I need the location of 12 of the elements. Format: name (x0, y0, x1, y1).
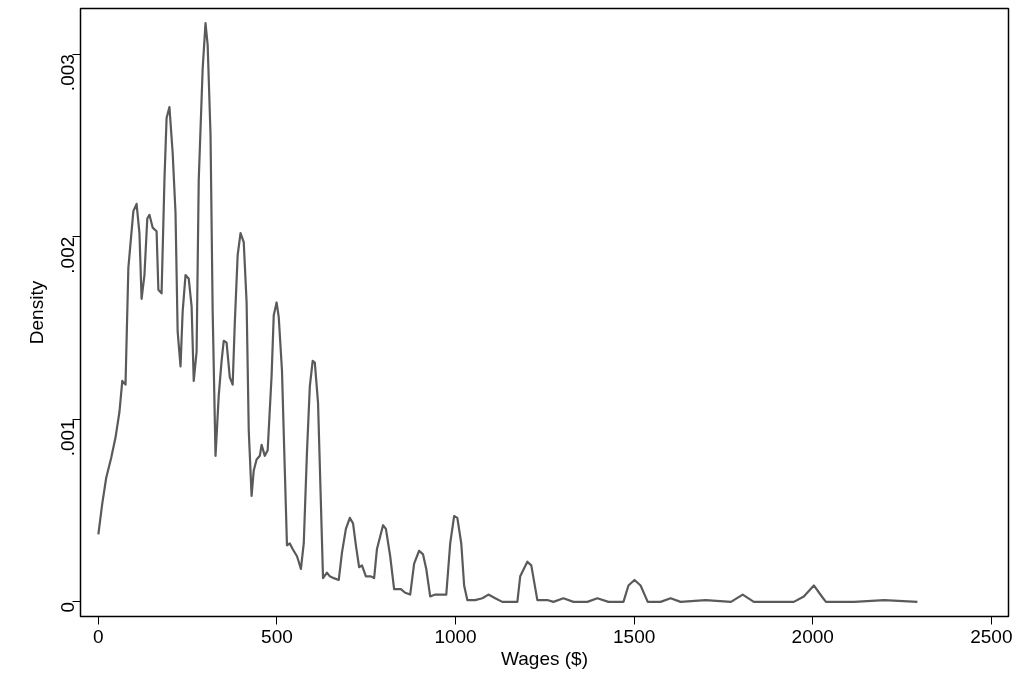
x-tick-label: 2500 (970, 625, 1013, 647)
y-tick-label: .001 (57, 419, 78, 457)
x-tick-label: 0 (93, 625, 104, 647)
y-tick-label: .003 (57, 54, 78, 92)
x-tick-label: 1500 (613, 625, 656, 647)
x-tick-label: 2000 (791, 625, 834, 647)
y-tick-label: 0 (57, 601, 78, 613)
y-axis-title: Density (25, 280, 47, 345)
y-tick-label: .002 (57, 236, 78, 274)
x-tick-label: 1000 (434, 625, 477, 647)
x-axis-title: Wages ($) (501, 647, 588, 669)
x-tick-label: 500 (261, 625, 293, 647)
